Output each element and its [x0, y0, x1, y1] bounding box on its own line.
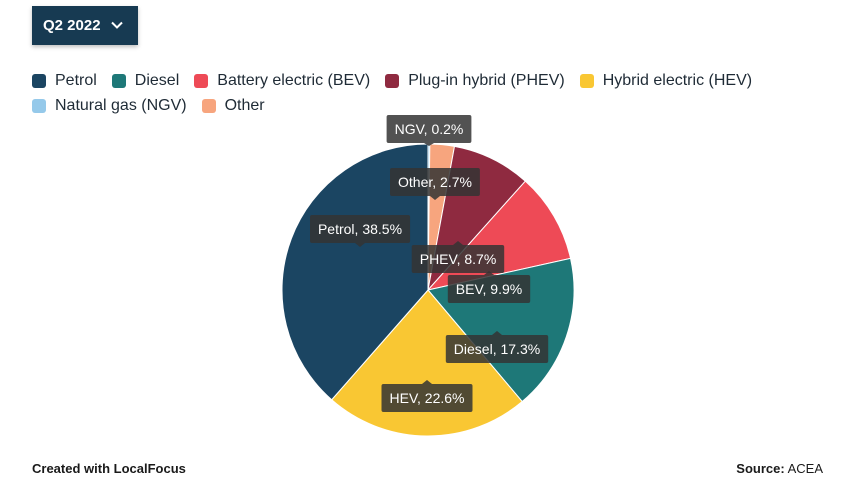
pie-label-pointer	[355, 243, 365, 247]
legend-swatch	[201, 98, 216, 113]
legend-item-phev[interactable]: Plug-in hybrid (PHEV)	[385, 72, 565, 90]
footer-source: Source: ACEA	[736, 461, 823, 476]
pie-label-text: PHEV, 8.7%	[420, 251, 497, 267]
legend-item-hev[interactable]: Hybrid electric (HEV)	[579, 71, 753, 90]
pie-label-other: Other, 2.7%	[390, 168, 480, 200]
pie-label-text: Other, 2.7%	[398, 174, 472, 190]
pie-label-pointer	[430, 196, 440, 200]
pie-label-pointer	[492, 331, 502, 335]
pie-label-text: NGV, 0.2%	[395, 121, 464, 137]
legend-label: Petrol	[55, 71, 97, 89]
pie-label-text: BEV, 9.9%	[456, 281, 522, 297]
legend-swatch	[32, 98, 46, 113]
legend-label: Natural gas (NGV)	[55, 96, 187, 114]
pie-label-hybrid-electric-hev: HEV, 22.6%	[381, 380, 473, 412]
legend-label: Diesel	[134, 71, 180, 89]
pie-label-box	[381, 384, 473, 412]
legend-swatch	[194, 73, 209, 88]
pie-label-text: Diesel, 17.3%	[454, 341, 540, 357]
legend-item-petrol[interactable]: Petrol	[32, 72, 97, 90]
source-value: ACEA	[787, 461, 823, 476]
legend-row: Petrol Diesel Battery electric (BEV) Plu…	[32, 68, 792, 93]
pie-label-natural-gas-ngv: NGV, 0.2%	[386, 115, 472, 146]
legend-swatch	[32, 73, 46, 88]
legend-item-bev[interactable]: Battery electric (BEV)	[194, 72, 370, 90]
pie-label-box	[447, 275, 531, 303]
legend-swatch	[111, 73, 126, 88]
pie-labels: NGV, 0.2% Other, 2.7% PHEV, 8.7% BEV, 9.9% D…	[310, 115, 549, 412]
chevron-down-icon	[111, 21, 123, 29]
pie-label-pointer	[453, 241, 463, 245]
pie-label-box	[411, 245, 505, 273]
pie-label-box	[386, 115, 472, 143]
pie-label-pointer	[424, 143, 434, 146]
pie-label-diesel: Diesel, 17.3%	[445, 331, 549, 363]
pie-label-plug-in-hybrid-phev: PHEV, 8.7%	[411, 241, 505, 273]
legend-swatch	[579, 73, 594, 88]
legend-item-ngv[interactable]: Natural gas (NGV)	[32, 97, 187, 115]
pie-label-pointer	[484, 271, 494, 275]
pie-label-box	[310, 215, 411, 243]
footer-credit: Created with LocalFocus	[32, 461, 186, 476]
chart-legend: Petrol Diesel Battery electric (BEV) Plu…	[32, 68, 792, 118]
legend-label: Battery electric (BEV)	[217, 71, 371, 89]
pie-label-text: HEV, 22.6%	[390, 390, 465, 406]
pie-slice-hybrid-electric-hev[interactable]	[331, 289, 523, 437]
legend-label: Plug-in hybrid (PHEV)	[408, 71, 565, 89]
legend-label: Hybrid electric (HEV)	[602, 71, 753, 89]
legend-label: Other	[224, 96, 265, 114]
legend-item-diesel[interactable]: Diesel	[111, 71, 180, 90]
source-label: Source:	[736, 461, 785, 476]
legend-item-other[interactable]: Other	[201, 96, 265, 115]
pie-label-text: Petrol, 38.5%	[318, 221, 402, 237]
legend-swatch	[385, 73, 400, 88]
pie-label-box	[390, 168, 480, 196]
period-dropdown-value: Q2 2022	[43, 17, 101, 34]
pie-label-box	[445, 335, 549, 363]
pie-label-petrol: Petrol, 38.5%	[310, 215, 411, 247]
pie-label-pointer	[422, 380, 432, 384]
pie-slice-petrol[interactable]	[281, 143, 429, 401]
legend-row: Natural gas (NGV) Other	[32, 93, 792, 118]
pie-label-battery-electric-bev: BEV, 9.9%	[447, 271, 531, 303]
period-dropdown[interactable]: Q2 2022	[32, 6, 138, 45]
